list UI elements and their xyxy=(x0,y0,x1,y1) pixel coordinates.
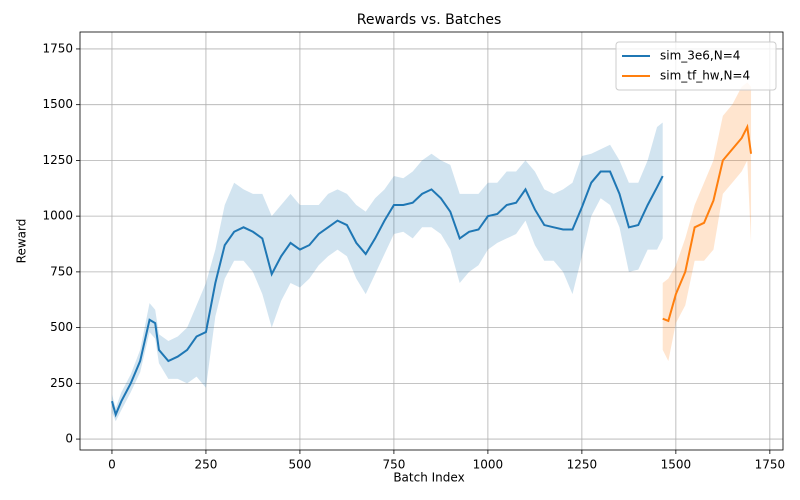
chart-title: Rewards vs. Batches xyxy=(357,12,502,28)
x-axis-label: Batch Index xyxy=(393,471,464,485)
legend-box xyxy=(615,41,777,91)
y-tick-label: 1500 xyxy=(42,97,73,111)
confidence-band xyxy=(111,122,663,422)
legend-label: sim_3e6,N=4 xyxy=(660,49,740,63)
x-tick-label: 1500 xyxy=(661,458,692,472)
x-tick-label: 750 xyxy=(382,458,405,472)
plot-area: 0 250 500 750 1000 1250 1500 1750 0 250 500 750 1000… xyxy=(42,32,785,472)
legend: sim_3e6,N=4 sim_tf_hw,N=4 xyxy=(615,41,777,91)
x-tick-label: 500 xyxy=(288,458,311,472)
y-tick-label: 750 xyxy=(50,264,73,278)
line xyxy=(110,170,664,418)
x-tick-label: 1750 xyxy=(755,458,786,472)
y-tick-label: 1000 xyxy=(42,209,73,223)
y-axis-label: Reward xyxy=(15,219,29,264)
legend-label: sim_tf_hw,N=4 xyxy=(660,69,750,83)
y-tick-label: 0 xyxy=(65,432,73,446)
x-tick-label: 250 xyxy=(194,458,217,472)
line xyxy=(662,123,753,323)
axes-frame xyxy=(79,31,784,451)
x-tick-label: 0 xyxy=(108,458,116,472)
y-tick-label: 1750 xyxy=(42,41,73,55)
y-tick-label: 1250 xyxy=(42,153,73,167)
y-tick-label: 250 xyxy=(50,376,73,390)
x-tick-label: 1250 xyxy=(567,458,598,472)
x-tick-label: 1000 xyxy=(473,458,504,472)
y-tick-label: 500 xyxy=(50,320,73,334)
